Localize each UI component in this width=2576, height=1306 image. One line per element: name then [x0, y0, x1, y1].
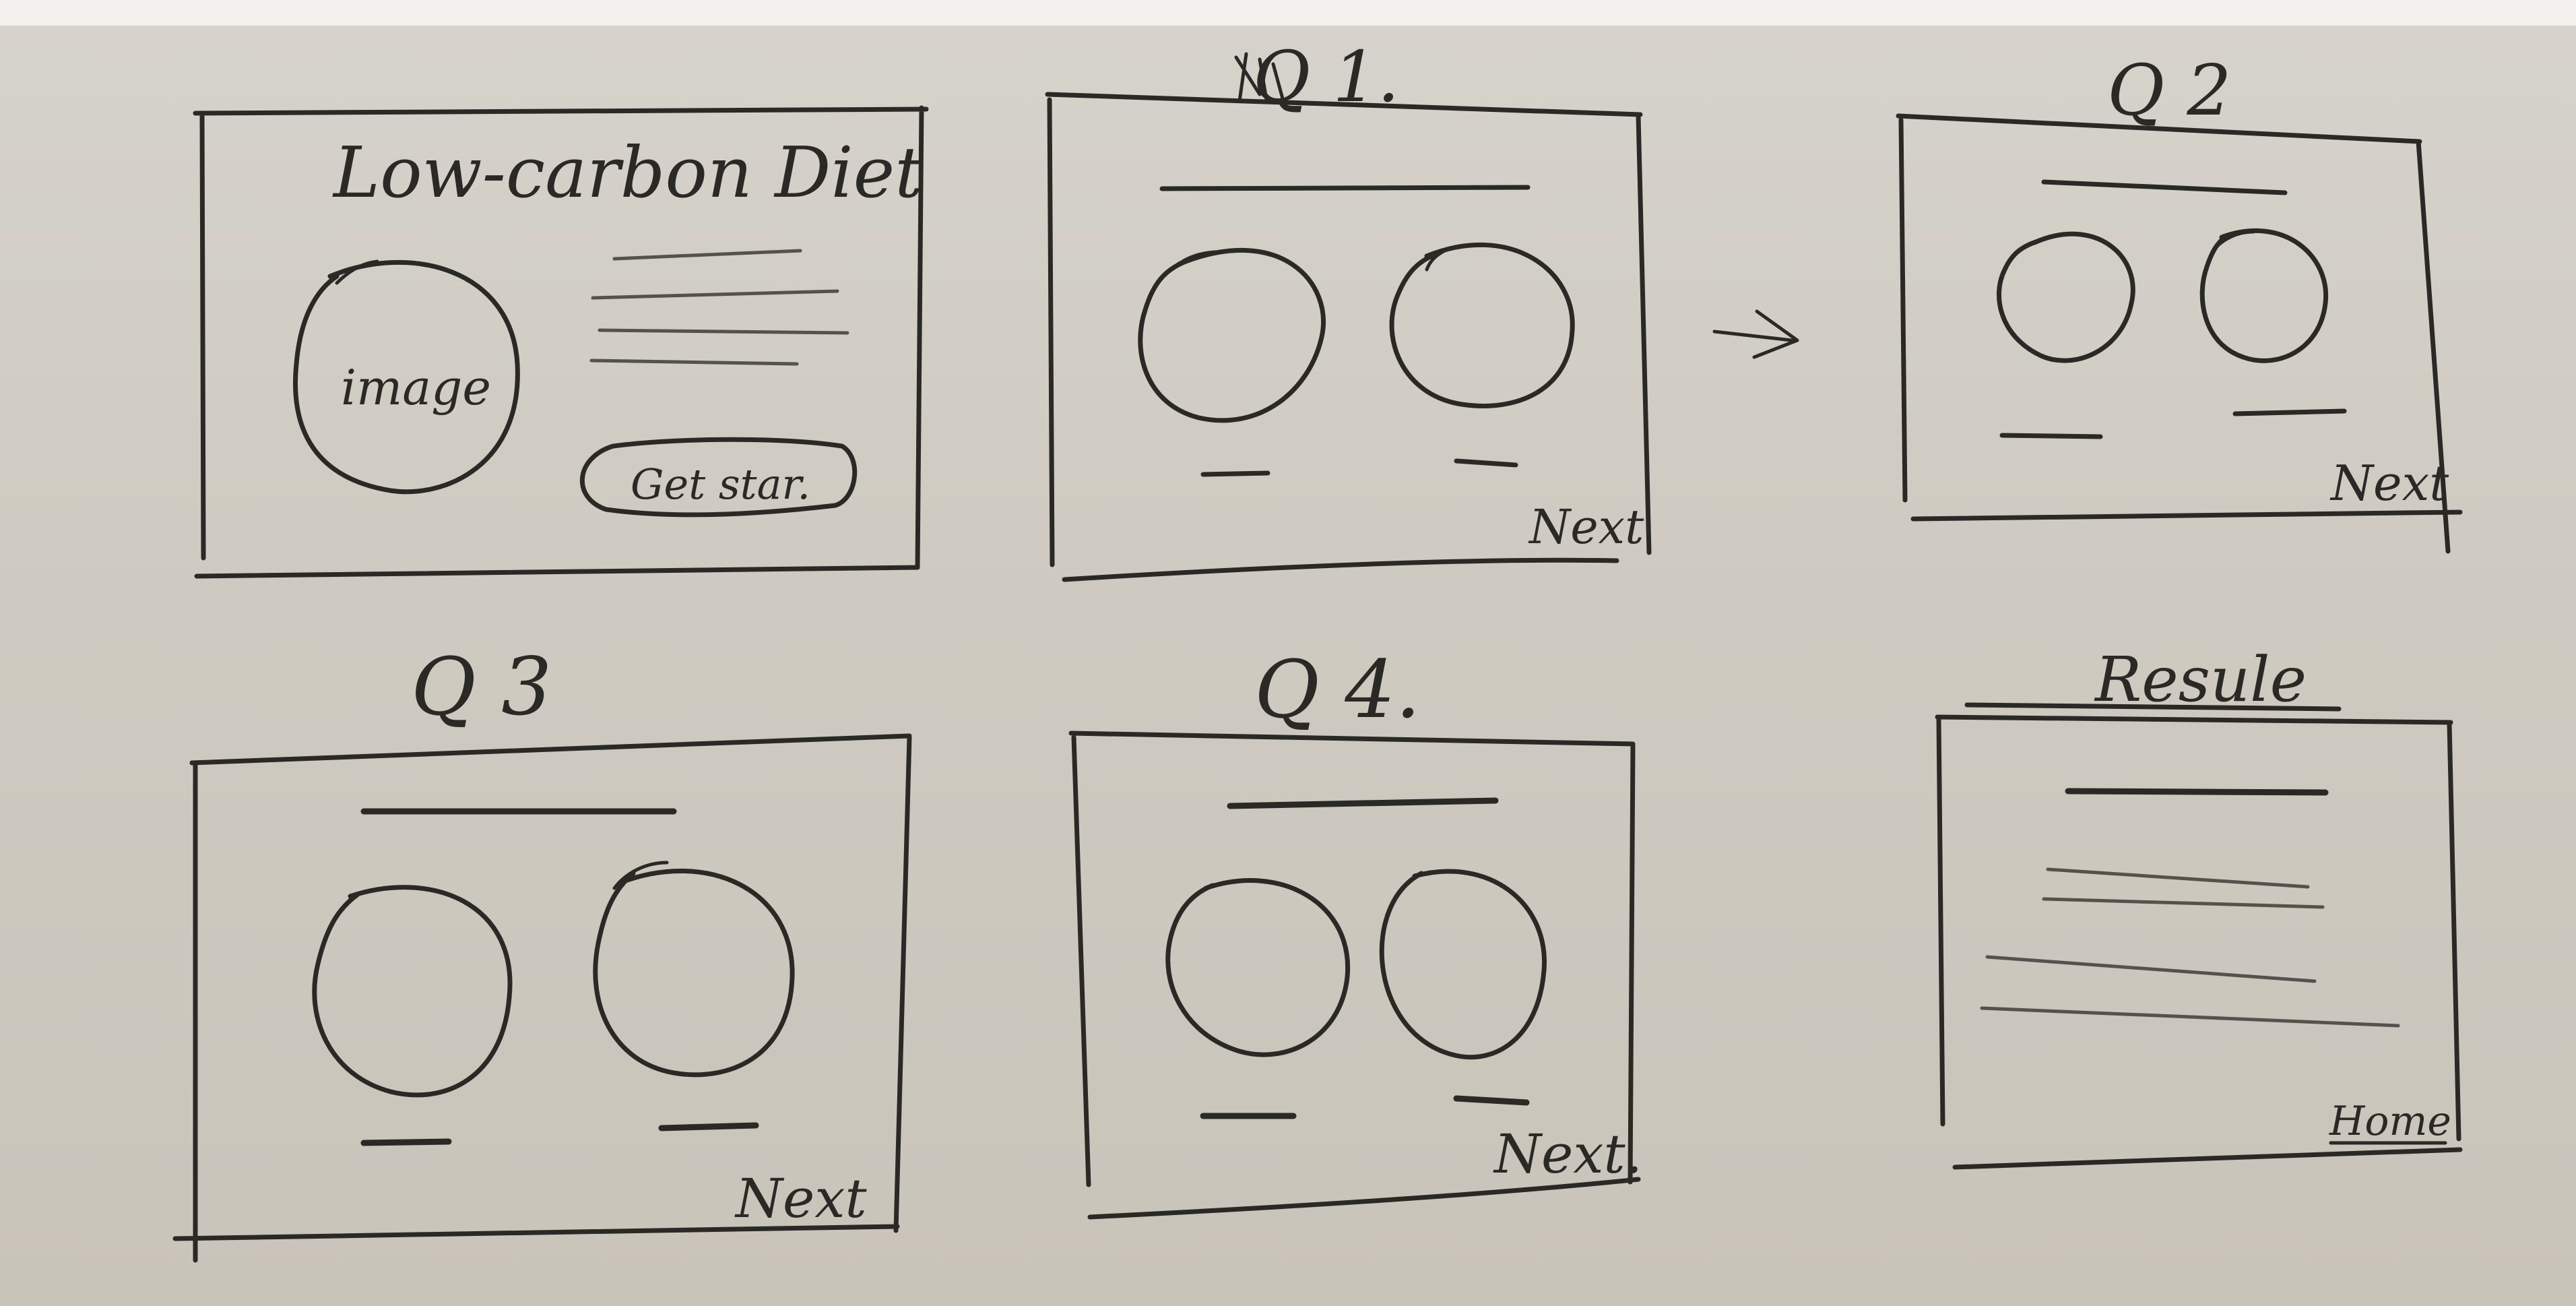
frame-q2-question-line	[2041, 179, 2288, 195]
svg-text:Next: Next	[1528, 499, 1644, 555]
frame-result-heading-line	[2065, 788, 2329, 796]
frame-q2-option-b-label	[2232, 408, 2347, 416]
frame-q3: Q 3 Next	[172, 640, 912, 1263]
frame-q4-option-a[interactable]	[1165, 878, 1351, 1057]
frame-result: Resule Home	[1935, 644, 2463, 1170]
frame-q4-question-line	[1227, 797, 1499, 809]
image-placeholder: image	[293, 259, 520, 495]
svg-text:Next: Next	[2329, 455, 2449, 511]
frame-q3-border	[172, 733, 912, 1263]
frame-q2-title: Q 2	[2107, 49, 2232, 131]
get-started-button[interactable]: Get star.	[580, 437, 858, 518]
frame-q1: Q 1. Next	[1045, 36, 1652, 582]
frame-home-border	[193, 105, 929, 579]
frame-result-border	[1935, 714, 2463, 1170]
svg-text:Next: Next	[734, 1167, 867, 1230]
frame-q3-title: Q 3	[411, 640, 552, 733]
frame-q1-question-line	[1159, 185, 1531, 191]
svg-text:Next.: Next.	[1493, 1123, 1642, 1185]
frame-q1-scribble	[1234, 52, 1285, 103]
frame-q2-option-a-label	[1999, 433, 2103, 439]
frame-result-home-link[interactable]: Home	[2329, 1098, 2451, 1145]
frame-q1-option-a-label	[1200, 470, 1270, 477]
frame-q2-option-b[interactable]	[2199, 228, 2329, 363]
frame-q4-option-b-label	[1453, 1095, 1530, 1106]
frame-q3-option-a[interactable]	[312, 885, 513, 1098]
frame-home: Low-carbon Diet image Get star.	[193, 105, 929, 579]
frame-q4-option-b[interactable]	[1379, 869, 1547, 1060]
frame-result-title: Resule	[2094, 644, 2307, 716]
description-lines	[589, 249, 849, 366]
frame-q2: Q 2 Next	[1896, 49, 2463, 554]
frame-q3-option-a-label	[360, 1138, 452, 1146]
frame-q2-border	[1896, 113, 2463, 554]
get-started-button-label: Get star.	[631, 460, 810, 509]
frame-q4: Q 4. Next.	[1068, 643, 1642, 1220]
frame-q1-option-b-label	[1454, 458, 1518, 468]
frame-q1-next-link[interactable]: Next	[1528, 499, 1644, 555]
frame-q2-option-a[interactable]	[1996, 231, 2135, 363]
frame-q3-option-b-label	[658, 1122, 759, 1131]
frame-home-title: Low-carbon Diet	[332, 131, 923, 214]
frame-q4-next-link[interactable]: Next.	[1493, 1123, 1642, 1185]
frame-q1-option-b[interactable]	[1389, 242, 1575, 408]
svg-text:Home: Home	[2329, 1098, 2451, 1145]
frame-q3-next-link[interactable]: Next	[734, 1167, 867, 1230]
paper-top-edge	[0, 0, 2576, 26]
result-text-lines	[1980, 867, 2400, 1028]
frame-result-title-underline	[1964, 702, 2342, 712]
image-placeholder-label: image	[341, 359, 491, 416]
frame-q2-next-link[interactable]: Next	[2329, 455, 2449, 511]
frame-q4-title: Q 4.	[1254, 643, 1421, 736]
frame-q1-border	[1045, 92, 1652, 582]
frame-q4-border	[1068, 730, 1641, 1220]
frame-q1-option-a[interactable]	[1138, 247, 1326, 423]
frame-q3-option-b[interactable]	[593, 861, 795, 1078]
flow-arrow	[1712, 309, 1799, 359]
